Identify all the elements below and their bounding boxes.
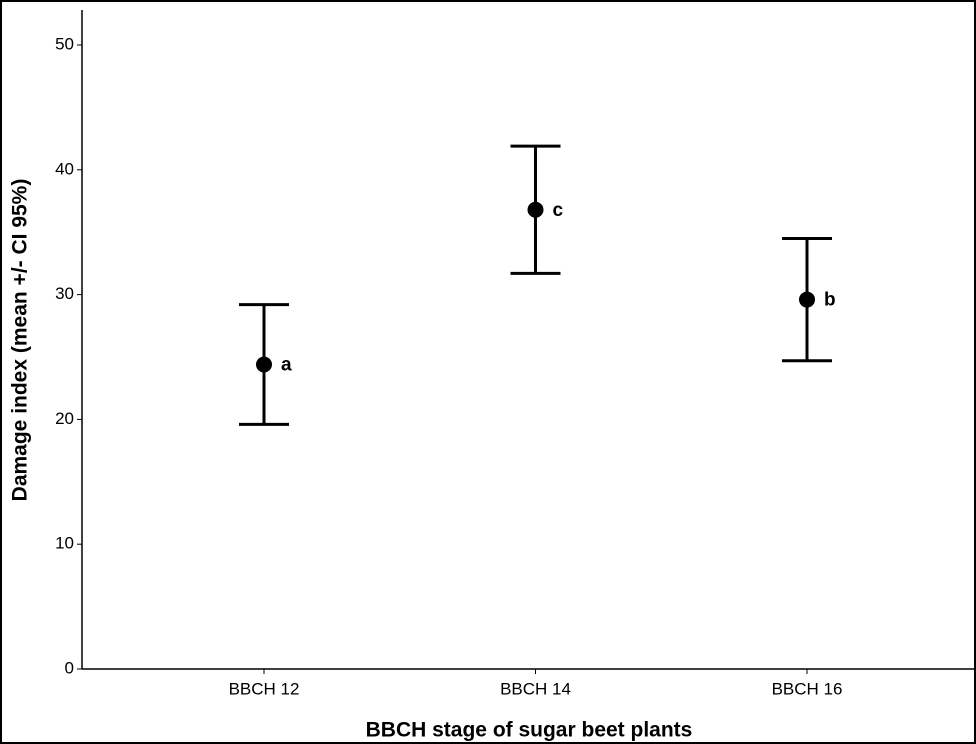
- x-tick-label: BBCH 14: [500, 679, 571, 698]
- mean-point: [256, 356, 272, 373]
- annotation: c: [553, 200, 564, 221]
- y-axis-title: Damage index (mean +/- CI 95%): [9, 179, 32, 502]
- x-tick-label: BBCH 12: [229, 679, 300, 698]
- y-tick-label: 0: [65, 658, 74, 677]
- annotation: b: [824, 290, 836, 311]
- mean-point: [527, 201, 544, 218]
- y-tick-label: 30: [55, 284, 74, 303]
- annotation: a: [281, 355, 292, 376]
- mean-point: [799, 291, 815, 308]
- y-tick-label: 10: [55, 534, 74, 553]
- y-tick-label: 20: [55, 409, 74, 428]
- x-axis-title: BBCH stage of sugar beet plants: [366, 719, 693, 742]
- y-tick-label: 50: [55, 34, 74, 53]
- x-tick-label: BBCH 16: [772, 679, 843, 698]
- y-tick-label: 40: [55, 159, 74, 178]
